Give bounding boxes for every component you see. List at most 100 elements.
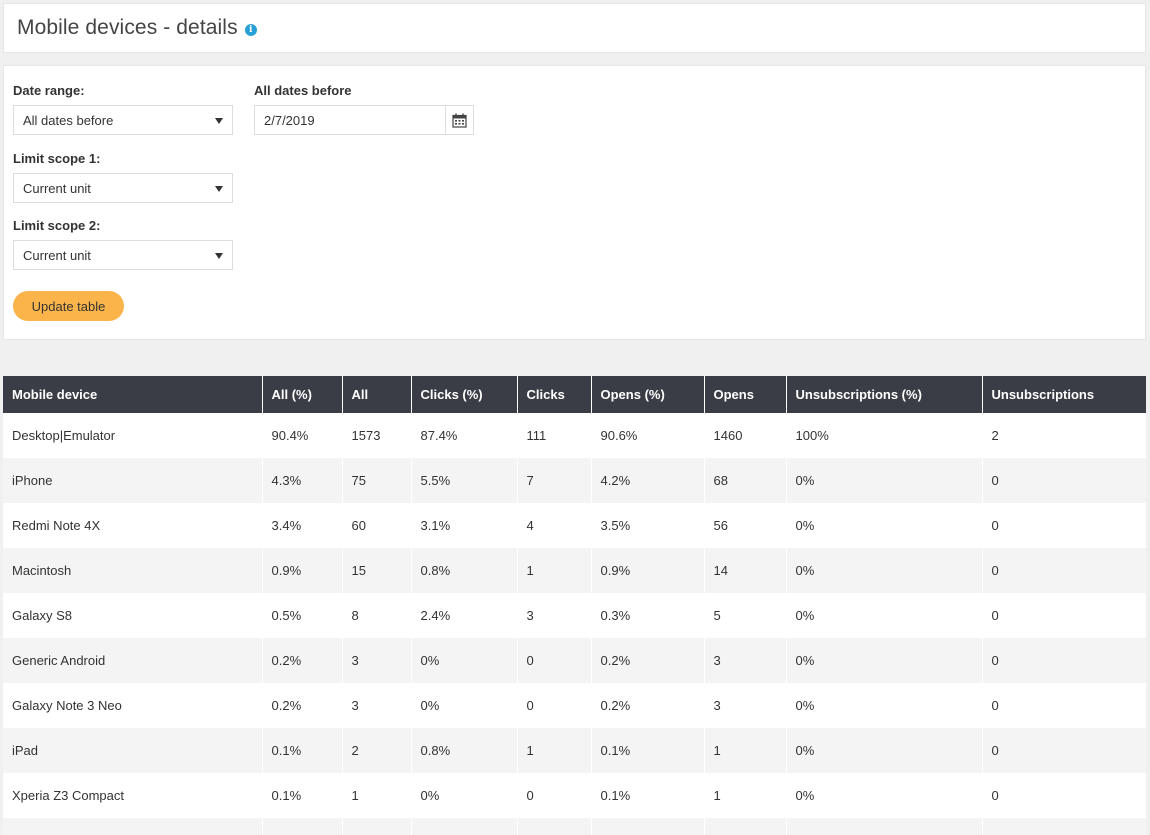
table-cell: 0.1% — [591, 773, 705, 818]
table-cell: 8 — [342, 593, 412, 638]
date-range-value: All dates before — [23, 112, 114, 128]
scope1-select[interactable]: Current unit — [13, 173, 233, 203]
filter-panel: Date range: All dates before All dates b… — [3, 65, 1146, 340]
table-row: Generic Android 0.2% 3 0% 0 0.2% 3 0% 0 — [3, 638, 1146, 683]
column-header[interactable]: Mobile device — [3, 376, 263, 413]
calendar-icon[interactable] — [445, 106, 473, 134]
column-header[interactable]: Clicks (%) — [411, 376, 518, 413]
table-cell: 90.6% — [591, 413, 705, 458]
table-cell: 15 — [342, 548, 412, 593]
info-circle-icon[interactable]: i — [244, 24, 257, 36]
table-cell — [411, 818, 518, 835]
table-cell: 0% — [786, 548, 983, 593]
table-cell: 3 — [342, 638, 412, 683]
table-cell: 4.3% — [262, 458, 343, 503]
device-name-cell: Redmi Note 4X — [3, 503, 263, 548]
scope2-select[interactable]: Current unit — [13, 240, 233, 270]
table-row: iPad 0.1% 2 0.8% 1 0.1% 1 0% 0 — [3, 728, 1146, 773]
table-cell — [262, 818, 343, 835]
table-row: Redmi Note 4X 3.4% 60 3.1% 4 3.5% 56 0% 0 — [3, 503, 1146, 548]
scope1-label: Limit scope 1: — [13, 151, 101, 166]
column-header[interactable]: Unsubscriptions — [982, 376, 1146, 413]
table-cell: 0 — [517, 683, 592, 728]
table-cell: 0% — [786, 773, 983, 818]
device-name-cell: iPhone — [3, 458, 263, 503]
table-cell — [342, 818, 412, 835]
table-cell: 0.1% — [262, 773, 343, 818]
table-cell: 0 — [517, 773, 592, 818]
date-range-select[interactable]: All dates before — [13, 105, 233, 135]
column-header[interactable]: Opens (%) — [591, 376, 705, 413]
caret-down-icon — [215, 253, 223, 259]
table-cell: 90.4% — [262, 413, 343, 458]
column-header[interactable]: All (%) — [262, 376, 343, 413]
table-cell: 3 — [704, 683, 787, 728]
table-cell: 0 — [982, 638, 1146, 683]
table-cell: 100% — [786, 413, 983, 458]
table-cell: 1460 — [704, 413, 787, 458]
table-cell: 0% — [411, 683, 518, 728]
table-cell — [982, 818, 1146, 835]
table-cell: 0.2% — [262, 683, 343, 728]
caret-down-icon — [215, 118, 223, 124]
column-header[interactable]: Clicks — [517, 376, 592, 413]
scope2-label: Limit scope 2: — [13, 218, 101, 233]
table-cell: 60 — [342, 503, 412, 548]
table-cell: 0.2% — [591, 638, 705, 683]
devices-table: Mobile device All (%) All Clicks (%) Cli… — [3, 376, 1146, 835]
table-cell — [3, 818, 263, 835]
date-before-label: All dates before — [254, 83, 352, 98]
page-header: Mobile devices - details i — [3, 3, 1146, 53]
table-cell: 2 — [342, 728, 412, 773]
table-cell: 1 — [342, 773, 412, 818]
page-title: Mobile devices - details — [17, 16, 238, 39]
table-row: Desktop|Emulator 90.4% 1573 87.4% 111 90.6% 14… — [3, 413, 1146, 458]
date-before-input[interactable]: 2/7/2019 — [254, 105, 474, 135]
table-cell: 0.1% — [591, 728, 705, 773]
table-cell: 0% — [411, 638, 518, 683]
table-row: Macintosh 0.9% 15 0.8% 1 0.9% 14 0% 0 — [3, 548, 1146, 593]
table-cell: 75 — [342, 458, 412, 503]
table-cell: 5 — [704, 593, 787, 638]
table-cell: 1 — [704, 773, 787, 818]
table-cell: 0 — [982, 503, 1146, 548]
table-cell: 1 — [517, 548, 592, 593]
scope2-value: Current unit — [23, 247, 91, 263]
table-cell: 0.8% — [411, 728, 518, 773]
date-range-label: Date range: — [13, 83, 85, 98]
table-cell: 0 — [982, 683, 1146, 728]
table-cell: 56 — [704, 503, 787, 548]
table-cell: 0 — [982, 728, 1146, 773]
table-cell: 4 — [517, 503, 592, 548]
table-cell: 0% — [786, 683, 983, 728]
device-name-cell: Generic Android — [3, 638, 263, 683]
column-header[interactable]: All — [342, 376, 412, 413]
table-cell: 0.1% — [262, 728, 343, 773]
table-cell: 5.5% — [411, 458, 518, 503]
table-cell: 68 — [704, 458, 787, 503]
table-cell: 0% — [786, 638, 983, 683]
column-header[interactable]: Unsubscriptions (%) — [786, 376, 983, 413]
table-row: iPhone 4.3% 75 5.5% 7 4.2% 68 0% 0 — [3, 458, 1146, 503]
table-cell: 3.4% — [262, 503, 343, 548]
table-cell: 0.5% — [262, 593, 343, 638]
table-cell: 3 — [342, 683, 412, 728]
table-row: Galaxy Note 3 Neo 0.2% 3 0% 0 0.2% 3 0% 0 — [3, 683, 1146, 728]
table-cell: 0.8% — [411, 548, 518, 593]
table-cell: 1573 — [342, 413, 412, 458]
table-cell: 4.2% — [591, 458, 705, 503]
caret-down-icon — [215, 186, 223, 192]
table-cell: 0 — [982, 773, 1146, 818]
table-cell: 3 — [517, 593, 592, 638]
update-table-button[interactable]: Update table — [13, 291, 124, 321]
column-header[interactable]: Opens — [704, 376, 787, 413]
table-row: Galaxy S8 0.5% 8 2.4% 3 0.3% 5 0% 0 — [3, 593, 1146, 638]
table-cell — [517, 818, 592, 835]
table-cell: 0% — [786, 503, 983, 548]
table-cell: 0% — [786, 728, 983, 773]
table-row — [3, 818, 1146, 835]
table-cell: 0.3% — [591, 593, 705, 638]
device-name-cell: Galaxy Note 3 Neo — [3, 683, 263, 728]
device-name-cell: Desktop|Emulator — [3, 413, 263, 458]
device-name-cell: Macintosh — [3, 548, 263, 593]
